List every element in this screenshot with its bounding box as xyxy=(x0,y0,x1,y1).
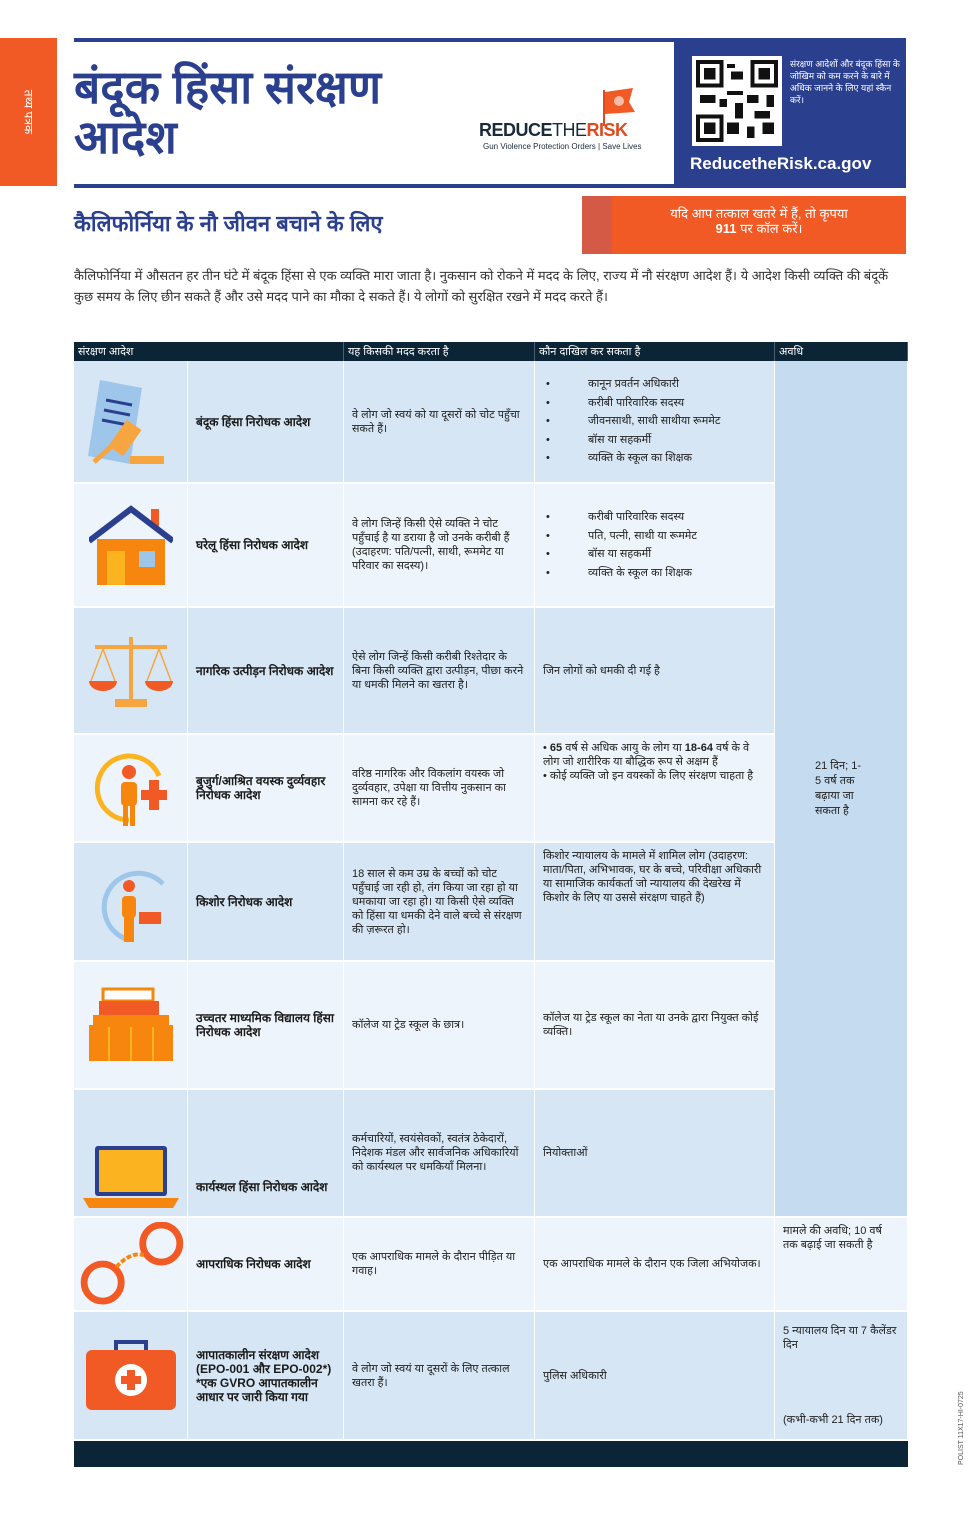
side-label: तथ्य पत्रक xyxy=(21,89,35,135)
books-icon xyxy=(74,962,188,1090)
house-icon xyxy=(74,484,188,608)
fact-sheet-tab: तथ्य पत्रक xyxy=(0,38,57,186)
header-duration: अवधि xyxy=(775,342,908,361)
form-code: POLIST 11X17-HI-0725 xyxy=(958,1391,965,1465)
subtitle: कैलिफोर्निया के नौ जीवन बचाने के लिए xyxy=(74,211,383,236)
qr-caption: संरक्षण आदेशों और बंदूक हिंसा के जोखिम क… xyxy=(790,59,900,105)
filers-cell: कॉलेज या ट्रेड स्कूल का नेता या उनके द्व… xyxy=(535,962,775,1090)
header-helps: यह किसकी मदद करता है xyxy=(344,342,535,361)
scales-icon xyxy=(74,608,188,735)
qr-panel: संरक्षण आदेशों और बंदूक हिंसा के जोखिम क… xyxy=(674,42,906,184)
filers-cell: करीबी पारिवारिक सदस्यपति, पत्नी, साथी या… xyxy=(535,484,775,608)
first-aid-kit-icon xyxy=(74,1312,188,1441)
handcuffs-icon xyxy=(74,1218,188,1312)
filers-cell: किशोर न्यायालय के मामले में शामिल लोग (उ… xyxy=(535,843,775,962)
filers-cell: • 65 वर्ष से अधिक आयु के लोग या 18-64 वर… xyxy=(535,735,775,843)
helps-cell: वे लोग जो स्वयं को या दूसरों को चोट पहुँ… xyxy=(344,361,535,484)
protection-orders-table: संरक्षण आदेश यह किसकी मदद करता है कौन दा… xyxy=(74,342,908,1467)
header-order: संरक्षण आदेश xyxy=(74,342,344,361)
flag-icon xyxy=(603,88,635,126)
helps-cell: वरिष्ठ नागरिक और विकलांग वयस्क जो दुर्व्… xyxy=(344,735,535,843)
elder-person-icon xyxy=(74,735,188,843)
juvenile-person-icon xyxy=(74,843,188,962)
header: बंदूक हिंसा संरक्षण आदेश REDUCETHERISK G… xyxy=(74,38,906,188)
helps-cell: वे लोग जो स्वयं या दूसरों के लिए तत्काल … xyxy=(344,1312,535,1441)
order-name: घरेलू हिंसा निरोधक आदेश xyxy=(188,484,344,608)
helps-cell: कॉलेज या ट्रेड स्कूल के छात्र। xyxy=(344,962,535,1090)
order-name: बंदूक हिंसा निरोधक आदेश xyxy=(188,361,344,484)
helps-cell: कर्मचारियों, स्वयंसेवकों, स्वतंत्र ठेकेद… xyxy=(344,1090,535,1218)
duration-cell: मामले की अवधि; 10 वर्ष तक बढ़ाई जा सकती … xyxy=(775,1218,908,1312)
helps-cell: ऐसे लोग जिन्हें किसी करीबी रिश्तेदार के … xyxy=(344,608,535,735)
helps-cell: वे लोग जिन्हें किसी ऐसे व्यक्ति ने चोट प… xyxy=(344,484,535,608)
page-title: बंदूक हिंसा संरक्षण आदेश xyxy=(74,61,382,163)
gavel-document-icon xyxy=(74,361,188,484)
filers-cell: पुलिस अधिकारी xyxy=(535,1312,775,1441)
order-name: आपातकालीन संरक्षण आदेश (EPO-001 और EPO-0… xyxy=(188,1312,344,1441)
filers-cell: कानून प्रवर्तन अधिकारीकरीबी पारिवारिक सद… xyxy=(535,361,775,484)
helps-cell: 18 साल से कम उम्र के बच्चों को चोट पहुँच… xyxy=(344,843,535,962)
order-name: उच्चतर माध्यमिक विद्यालय हिंसा निरोधक आद… xyxy=(188,962,344,1090)
duration-cell: 5 न्यायालय दिन या 7 कैलेंडर दिन (कभी-कभी… xyxy=(775,1312,908,1441)
order-name: आपराधिक निरोधक आदेश xyxy=(188,1218,344,1312)
website-link[interactable]: ReducetheRisk.ca.gov xyxy=(690,154,872,173)
helps-cell: एक आपराधिक मामले के दौरान पीड़ित या गवाह… xyxy=(344,1218,535,1312)
intro-paragraph: कैलिफोर्निया में औसतन हर तीन घंटे में बं… xyxy=(74,268,889,304)
filers-cell: जिन लोगों को धमकी दी गई है xyxy=(535,608,775,735)
filers-cell: नियोक्ताओं xyxy=(535,1090,775,1218)
header-filers: कौन दाखिल कर सकता है xyxy=(535,342,775,361)
order-name: नागरिक उत्पीड़न निरोधक आदेश xyxy=(188,608,344,735)
table-footer-bar xyxy=(74,1441,908,1467)
qr-code[interactable] xyxy=(692,56,782,146)
order-name: कार्यस्थल हिंसा निरोधक आदेश xyxy=(188,1090,344,1218)
order-name: किशोर निरोधक आदेश xyxy=(188,843,344,962)
laptop-icon xyxy=(74,1090,188,1218)
order-name: बुजुर्ग/आश्रित वयस्क दुर्व्यवहार निरोधक … xyxy=(188,735,344,843)
filers-cell: एक आपराधिक मामले के दौरान एक जिला अभियोज… xyxy=(535,1218,775,1312)
duration-shared: 21 दिन; 1-5 वर्ष तक बढ़ाया जा सकता है xyxy=(775,361,908,1218)
emergency-banner: यदि आप तत्काल खतरे में हैं, तो कृपया 911… xyxy=(582,196,906,254)
